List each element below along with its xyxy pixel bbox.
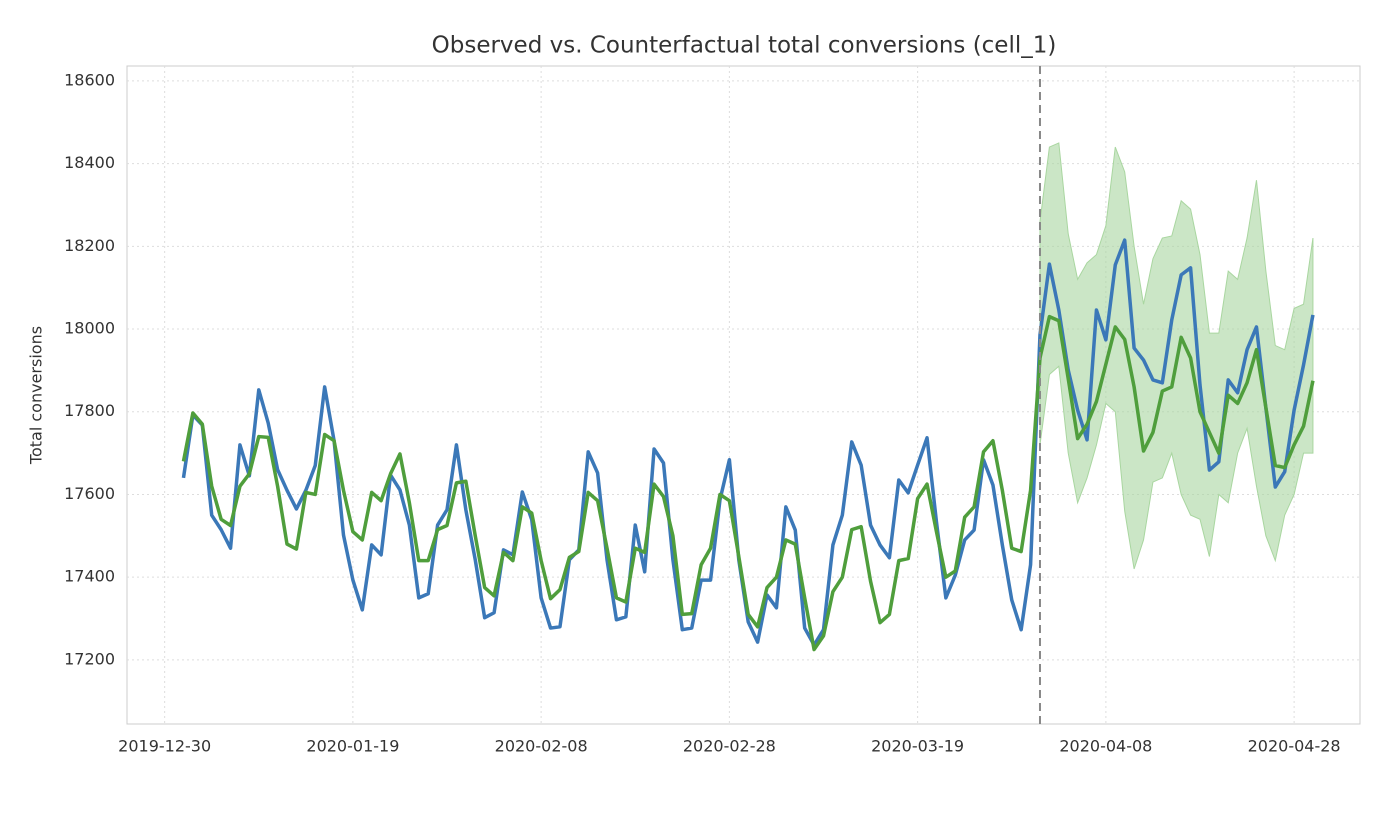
x-tick-label: 2020-01-19 [306, 737, 399, 756]
y-tick-label: 17800 [64, 401, 115, 420]
chart-title: Observed vs. Counterfactual total conver… [432, 33, 1057, 59]
y-tick-label: 18000 [64, 319, 115, 338]
x-tick-label: 2020-04-08 [1059, 737, 1152, 756]
y-tick-label: 18400 [64, 153, 115, 172]
series-line [181, 238, 1315, 647]
y-tick-label: 18200 [64, 236, 115, 255]
x-tick-label: 2019-12-30 [118, 737, 211, 756]
y-tick-label: 17400 [64, 567, 115, 586]
x-tick-label: 2020-02-28 [683, 737, 776, 756]
y-tick-label: 17600 [64, 484, 115, 503]
y-tick-label: 17200 [64, 649, 115, 668]
y-axis-label: Total conversions [27, 326, 46, 465]
series-line [181, 314, 1315, 652]
y-tick-label: 18600 [64, 70, 115, 89]
x-tick-label: 2020-04-28 [1248, 737, 1341, 756]
x-tick-label: 2020-03-19 [871, 737, 964, 756]
x-tick-label: 2020-02-08 [495, 737, 588, 756]
